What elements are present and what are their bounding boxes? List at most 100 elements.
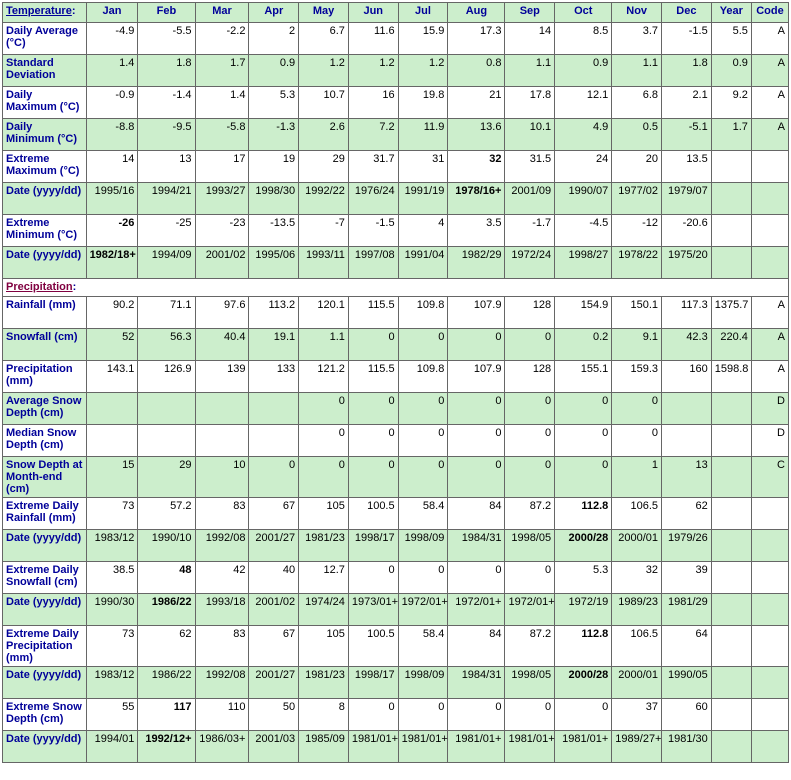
data-cell: 8 <box>299 699 349 731</box>
data-cell: 1992/22 <box>299 183 349 215</box>
data-cell: -0.9 <box>86 87 138 119</box>
data-cell: 13.6 <box>448 119 505 151</box>
data-cell: 0 <box>299 457 349 498</box>
data-cell: 2001/27 <box>249 667 299 699</box>
data-cell <box>138 425 195 457</box>
data-cell: 1994/09 <box>138 247 195 279</box>
data-cell: 0 <box>505 457 555 498</box>
data-cell <box>138 393 195 425</box>
data-cell: 139 <box>195 361 249 393</box>
data-cell <box>711 699 751 731</box>
data-cell: 2001/03 <box>249 731 299 763</box>
row-label: Average Snow Depth (cm) <box>3 393 87 425</box>
data-cell: 40 <box>249 562 299 594</box>
data-cell: 1992/12+ <box>138 731 195 763</box>
data-cell <box>711 457 751 498</box>
data-cell <box>249 425 299 457</box>
precipitation-link[interactable]: Precipitation <box>6 281 73 293</box>
col-header: Jan <box>86 3 138 23</box>
code-cell <box>751 594 788 626</box>
data-cell: 29 <box>138 457 195 498</box>
data-cell: 1986/03+ <box>195 731 249 763</box>
data-cell: 1972/01+ <box>398 594 448 626</box>
data-cell: 159.3 <box>612 361 662 393</box>
data-cell: 1998/30 <box>249 183 299 215</box>
row-label: Date (yyyy/dd) <box>3 247 87 279</box>
data-cell: 1979/26 <box>662 530 712 562</box>
code-cell <box>751 151 788 183</box>
data-cell: 143.1 <box>86 361 138 393</box>
data-cell: 1993/11 <box>299 247 349 279</box>
table-row: Extreme Daily Snowfall (cm)38.548424012.… <box>3 562 789 594</box>
code-cell: A <box>751 361 788 393</box>
row-label: Date (yyyy/dd) <box>3 183 87 215</box>
data-cell: 42 <box>195 562 249 594</box>
code-cell <box>751 731 788 763</box>
data-cell: 0 <box>555 457 612 498</box>
data-cell: 0 <box>398 562 448 594</box>
data-cell: 1990/10 <box>138 530 195 562</box>
data-cell: 1991/19 <box>398 183 448 215</box>
data-cell: 1981/29 <box>662 594 712 626</box>
data-cell: 0 <box>299 425 349 457</box>
data-cell: 1976/24 <box>348 183 398 215</box>
data-cell: -5.5 <box>138 23 195 55</box>
data-cell: 1984/31 <box>448 667 505 699</box>
row-label: Daily Average (°C) <box>3 23 87 55</box>
data-cell: 31 <box>398 151 448 183</box>
temperature-link[interactable]: Temperature <box>6 5 72 17</box>
code-cell: A <box>751 55 788 87</box>
data-cell: 84 <box>448 498 505 530</box>
data-cell: 0.8 <box>448 55 505 87</box>
data-cell <box>711 530 751 562</box>
data-cell: 1375.7 <box>711 297 751 329</box>
data-cell: 1.2 <box>299 55 349 87</box>
data-cell: 2.1 <box>662 87 712 119</box>
data-cell: 1983/12 <box>86 530 138 562</box>
data-cell: 1989/23 <box>612 594 662 626</box>
data-cell: -2.2 <box>195 23 249 55</box>
data-cell: 1.2 <box>398 55 448 87</box>
data-cell: 1992/08 <box>195 667 249 699</box>
data-cell: -9.5 <box>138 119 195 151</box>
data-cell: 31.7 <box>348 151 398 183</box>
row-label: Daily Minimum (°C) <box>3 119 87 151</box>
data-cell: 60 <box>662 699 712 731</box>
data-cell: 1 <box>612 457 662 498</box>
data-cell: 1.7 <box>711 119 751 151</box>
data-cell: 0 <box>398 699 448 731</box>
data-cell: 0.9 <box>249 55 299 87</box>
data-cell <box>195 393 249 425</box>
data-cell: 0 <box>555 699 612 731</box>
data-cell: 0 <box>348 393 398 425</box>
row-label: Extreme Minimum (°C) <box>3 215 87 247</box>
table-row: Extreme Snow Depth (cm)55117110508000003… <box>3 699 789 731</box>
data-cell: 0 <box>505 425 555 457</box>
data-cell: 6.8 <box>612 87 662 119</box>
data-cell: 2001/02 <box>249 594 299 626</box>
data-cell: 0 <box>505 329 555 361</box>
code-cell: A <box>751 297 788 329</box>
data-cell: 84 <box>448 626 505 667</box>
table-row: Snowfall (cm)5256.340.419.11.100000.29.1… <box>3 329 789 361</box>
data-cell: 0 <box>612 393 662 425</box>
data-cell: 1990/07 <box>555 183 612 215</box>
data-cell: 21 <box>448 87 505 119</box>
data-cell: 1978/22 <box>612 247 662 279</box>
data-cell: 133 <box>249 361 299 393</box>
data-cell: 0.9 <box>555 55 612 87</box>
data-cell: 3.7 <box>612 23 662 55</box>
data-cell <box>711 498 751 530</box>
data-cell: 39 <box>662 562 712 594</box>
data-cell: 55 <box>86 699 138 731</box>
data-cell: 67 <box>249 498 299 530</box>
data-cell: 31.5 <box>505 151 555 183</box>
data-cell: 117 <box>138 699 195 731</box>
data-cell: 4.9 <box>555 119 612 151</box>
header-temperature: Temperature: <box>3 3 87 23</box>
data-cell <box>249 393 299 425</box>
data-cell <box>711 425 751 457</box>
data-cell <box>711 594 751 626</box>
table-row: Rainfall (mm)90.271.197.6113.2120.1115.5… <box>3 297 789 329</box>
data-cell: 1.2 <box>348 55 398 87</box>
